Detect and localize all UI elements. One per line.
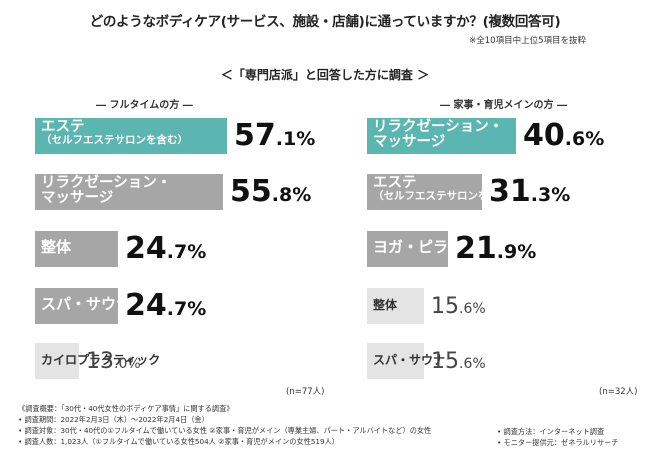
value-integer: 15 [431,349,459,374]
bar-label-line: （セルフエステサロンを含む） [41,134,188,147]
value-label: 40.6% [523,121,604,151]
bar [35,118,227,154]
value-decimal: .6% [459,301,486,317]
value-integer: 15 [431,294,459,319]
bar-label: スパ・サウナ [41,295,132,313]
bar-label-line: エステ [41,119,85,135]
value-integer: 57 [234,118,276,153]
bar-label-line: エステ [373,175,417,191]
chart-note: ※全10項目中上位5項目を抜粋 [469,36,586,46]
bar-label: 整体 [41,238,72,256]
bar [35,343,79,379]
chart-subtitle: ＜「専門店派」と回答した方に調査 ＞ [220,68,430,82]
value-integer: 21 [455,231,497,266]
sample-size-homemaker: (n=32人) [599,387,638,397]
value-decimal: .3% [530,184,571,206]
value-decimal: .1% [275,128,316,150]
bar [367,174,482,210]
value-integer: 40 [523,118,565,153]
bar-label: リラクゼーション・ マッサージ [41,175,172,207]
value-integer: 24 [125,231,167,266]
value-label: 31.3% [489,177,570,207]
value-label: 55.8% [230,177,311,207]
bar-label: リラクゼーション・ マッサージ [373,119,504,151]
sample-size-fulltime: (n=77人) [286,387,325,397]
value-decimal: .8% [271,184,312,206]
panel-title-fulltime: ― フルタイムの方 ― [96,100,193,111]
footer-line: • 調査人数：1,023人（①フルタイムで働いている女性504人 ②家事・育児が… [18,437,339,446]
value-decimal: .6% [459,356,486,372]
bar [367,118,516,154]
footer-line: • モニター提供元：ゼネラルリサーチ [497,438,619,447]
bar [367,343,424,379]
value-decimal: .7% [166,241,207,263]
value-label: 21.9% [455,234,536,264]
bar-label: スパ・サウナ [373,353,446,367]
chart-title: どのようなボディケア(サービス、施設・店舗)に通っていますか？(複数回答可) [89,14,561,30]
bar-label-line: （セルフエステサロンを含む） [373,190,520,203]
footer-line: • 調査期間：2022年2月3日（木）～2022年2月4日（金） [18,415,209,424]
footer-line: 《調査概要：「30代・40代女性のボディケア事情」に関する調査》 [18,404,234,413]
bar [35,174,223,210]
bar-label-line: リラクゼーション・ [41,175,172,191]
value-decimal: .9% [496,241,537,263]
value-label: 13.0% [86,351,141,373]
value-integer: 31 [489,174,531,209]
bar [367,231,448,267]
survey-footer: 《調査概要：「30代・40代女性のボディケア事情」に関する調査》 • 調査期間：… [18,403,431,447]
value-label: 24.7% [125,234,206,264]
bar-label-line: マッサージ [41,190,114,207]
value-decimal: .0% [114,356,141,372]
panel-title-homemaker: ― 家事・育児メインの方 ― [440,100,567,111]
bar-label: エステ （セルフエステサロンを含む） [41,119,188,147]
bar-label: 整体 [373,298,398,312]
bar-label: ヨガ・ピラティス [373,238,493,256]
bar-label-line: マッサージ [373,134,446,151]
survey-footer-right: • 調査方法：インターネット調査 • モニター提供元：ゼネラルリサーチ [497,426,619,448]
value-label: 15.6% [431,351,486,373]
bar [35,288,118,324]
value-label: 57.1% [234,121,315,151]
footer-line: • 調査対象：30代・40代の①フルタイムで働いている女性 ②家事・育児がメイン… [18,426,432,435]
bar [35,231,118,267]
value-label: 24.7% [125,291,206,321]
value-integer: 55 [230,174,272,209]
bar-label: エステ （セルフエステサロンを含む） [373,175,520,203]
value-decimal: .6% [564,128,605,150]
bar-label-line: リラクゼーション・ [373,119,504,135]
footer-line: • 調査方法：インターネット調査 [497,427,605,436]
value-decimal: .7% [166,298,207,320]
value-label: 15.6% [431,296,486,318]
bar [367,288,424,324]
value-integer: 13 [86,349,114,374]
bar-label: カイロプラクティック [41,353,161,367]
value-integer: 24 [125,288,167,323]
